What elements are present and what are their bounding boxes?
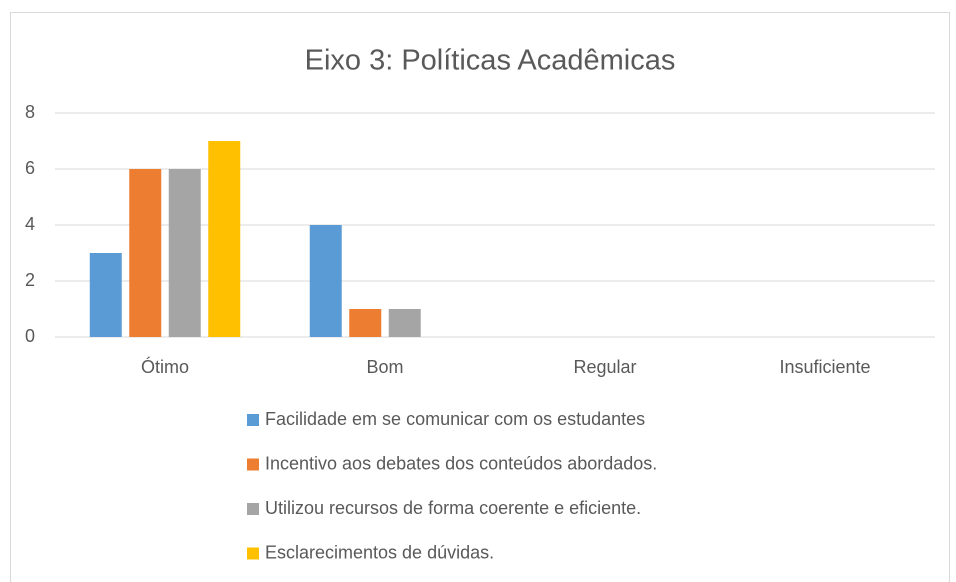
- y-tick-label: 0: [25, 326, 35, 346]
- legend-swatch: [247, 503, 259, 515]
- legend-label: Incentivo aos debates dos conteúdos abor…: [265, 453, 657, 473]
- chart-border: [10, 12, 950, 582]
- bar: [309, 225, 342, 337]
- bar: [129, 169, 162, 337]
- y-tick-label: 2: [25, 270, 35, 290]
- legend-swatch: [247, 458, 259, 471]
- legend-label: Utilizou recursos de forma coerente e ef…: [265, 498, 641, 518]
- chart-title: Eixo 3: Políticas Acadêmicas: [305, 45, 676, 77]
- legend-swatch: [247, 414, 259, 426]
- bar: [208, 141, 241, 337]
- bar: [89, 253, 122, 337]
- legend-label: Esclarecimentos de dúvidas.: [265, 542, 494, 562]
- bar: [168, 169, 201, 337]
- y-tick-label: 8: [25, 102, 35, 122]
- x-tick-label: Regular: [573, 357, 636, 377]
- bar: [388, 309, 421, 337]
- x-tick-label: Insuficiente: [779, 357, 870, 377]
- x-tick-label: Bom: [366, 357, 403, 377]
- x-tick-label: Ótimo: [141, 356, 189, 377]
- legend-label: Facilidade em se comunicar com os estuda…: [265, 409, 645, 429]
- y-tick-label: 6: [25, 158, 35, 178]
- legend-swatch: [247, 547, 259, 560]
- y-tick-label: 4: [25, 214, 35, 234]
- bar: [349, 309, 382, 337]
